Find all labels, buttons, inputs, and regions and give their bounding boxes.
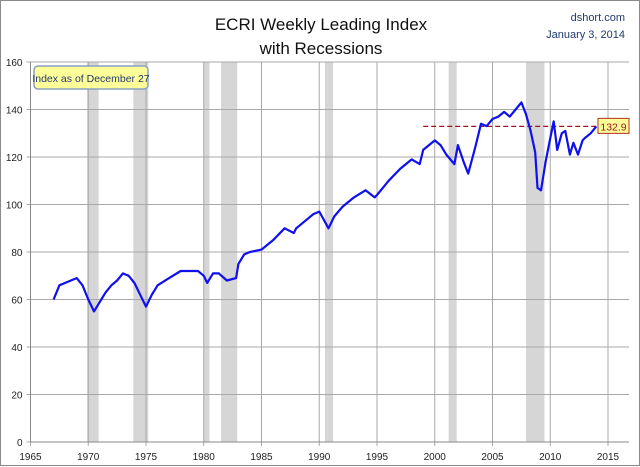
x-tick-label: 1985 [250, 452, 273, 463]
y-tick-label: 20 [11, 391, 23, 402]
y-tick-label: 80 [11, 248, 23, 259]
y-tick-label: 100 [6, 201, 23, 212]
y-tick-label: 120 [6, 153, 23, 164]
last-value-label: 132.9 [600, 121, 626, 133]
gridlines [26, 61, 629, 446]
x-tick-label: 2010 [539, 452, 562, 463]
x-tick-label: 1995 [366, 452, 389, 463]
chart-title: ECRI Weekly Leading Index [215, 15, 428, 34]
x-tick-label: 1970 [77, 452, 100, 463]
chart-subtitle: with Recessions [259, 39, 383, 58]
y-tick-label: 0 [17, 438, 23, 449]
x-tick-label: 2000 [424, 452, 447, 463]
x-tick-label: 1965 [19, 452, 42, 463]
x-tick-label: 1990 [308, 452, 331, 463]
x-tick-label: 1975 [135, 452, 158, 463]
y-tick-label: 160 [6, 58, 23, 69]
x-tick-label: 2015 [597, 452, 620, 463]
x-tick-label: 2005 [481, 452, 504, 463]
annotation-box: Index as of December 27 [32, 65, 150, 90]
y-tick-label: 40 [11, 343, 23, 354]
annotation-text: Index as of December 27 [32, 73, 149, 85]
source-label: dshort.com [571, 12, 625, 24]
tick-labels: 0 20 40 60 80 100 120 140 160 1965 1970 1975 1980 198… [6, 58, 620, 463]
x-tick-label: 1980 [193, 452, 216, 463]
last-value-box: 132.9 [597, 117, 630, 134]
series-line [52, 101, 598, 313]
date-label: January 3, 2014 [546, 29, 625, 41]
y-tick-label: 60 [11, 296, 23, 307]
y-tick-label: 140 [6, 106, 23, 117]
